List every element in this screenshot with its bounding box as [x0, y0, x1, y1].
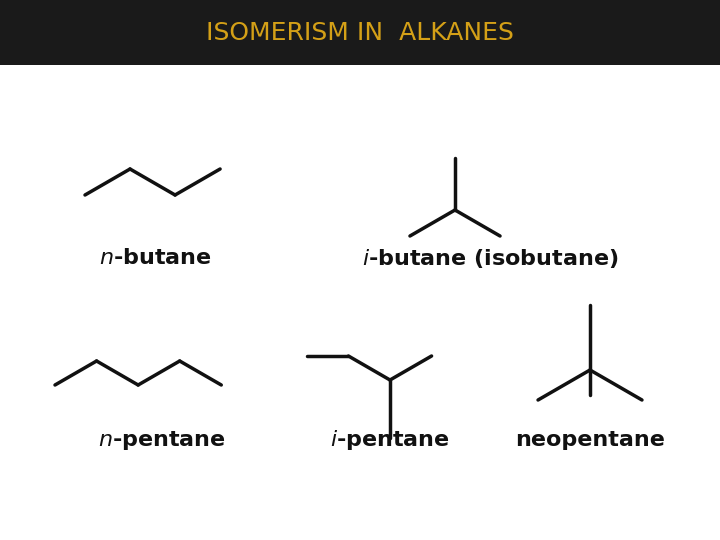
Text: $\it{i}$-butane (isobutane): $\it{i}$-butane (isobutane): [361, 246, 618, 269]
Text: $\it{i}$-pentane: $\it{i}$-pentane: [330, 428, 450, 452]
Bar: [0, 0, 720, 65]
Text: $\it{n}$-butane: $\it{n}$-butane: [99, 248, 212, 268]
Text: neopentane: neopentane: [515, 430, 665, 450]
Text: $\it{n}$-pentane: $\it{n}$-pentane: [98, 429, 226, 451]
Text: ISOMERISM IN  ALKANES: ISOMERISM IN ALKANES: [206, 21, 514, 45]
